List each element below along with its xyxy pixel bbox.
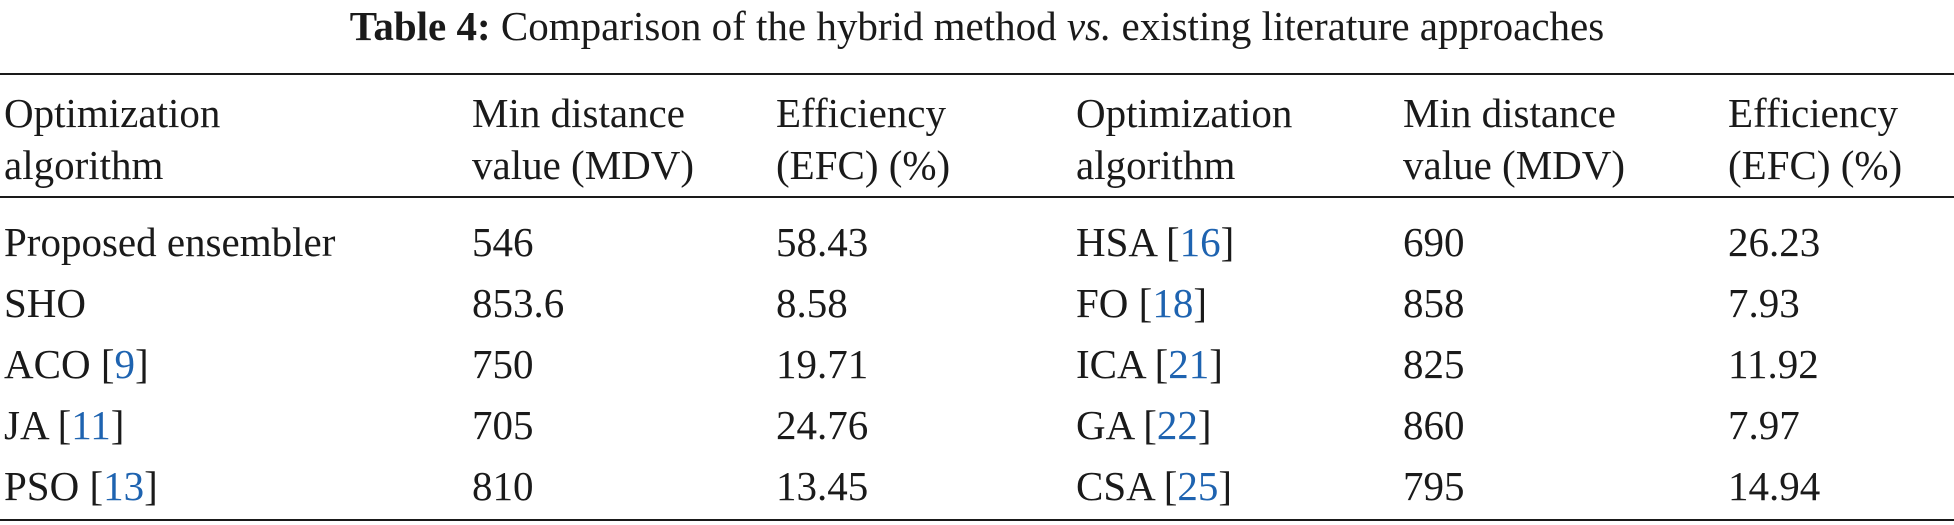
table-label: Table 4:: [349, 3, 491, 49]
efc-cell: 7.93: [1728, 280, 1800, 326]
header-algorithm-left-line2: algorithm: [4, 142, 164, 188]
algorithm-cell: FO [18]: [1076, 280, 1207, 326]
algorithm-cell: JA [11]: [4, 402, 125, 448]
citation-link[interactable]: 16: [1179, 219, 1221, 265]
efc-cell: 24.76: [776, 402, 869, 448]
citation-link[interactable]: 22: [1156, 402, 1198, 448]
header-mdv-left-line2: value (MDV): [472, 142, 695, 188]
mdv-cell: 546: [472, 219, 534, 265]
citation-link[interactable]: 13: [103, 463, 145, 509]
header-efc-right-line2: (EFC) (%): [1728, 142, 1903, 188]
caption-text-before: Comparison of the hybrid method: [500, 3, 1057, 49]
caption-italic: vs.: [1066, 3, 1112, 49]
citation-link[interactable]: 9: [114, 341, 135, 387]
header-mdv-right-line2: value (MDV): [1403, 142, 1626, 188]
header-mdv-left: Min distance: [472, 90, 685, 136]
algorithm-cell: HSA [16]: [1076, 219, 1235, 265]
algorithm-cell: ICA [21]: [1076, 341, 1223, 387]
algorithm-cell: CSA [25]: [1076, 463, 1233, 509]
table-caption: Table 4: Comparison of the hybrid method…: [0, 2, 1954, 50]
efc-cell: 26.23: [1728, 219, 1821, 265]
header-mdv-right: Min distance: [1403, 90, 1616, 136]
header-rule: [0, 196, 1954, 198]
citation-link[interactable]: 11: [71, 402, 111, 448]
header-algorithm-left: Optimization: [4, 90, 221, 136]
mdv-cell: 853.6: [472, 280, 565, 326]
caption-text-after: existing literature approaches: [1121, 3, 1605, 49]
top-rule: [0, 73, 1954, 75]
bottom-rule: [0, 519, 1954, 521]
algorithm-cell: PSO [13]: [4, 463, 158, 509]
mdv-cell: 795: [1403, 463, 1465, 509]
header-algorithm-right: Optimization: [1076, 90, 1293, 136]
algorithm-cell: ACO [9]: [4, 341, 149, 387]
mdv-cell: 690: [1403, 219, 1465, 265]
citation-link[interactable]: 25: [1177, 463, 1219, 509]
mdv-cell: 810: [472, 463, 534, 509]
header-efc-left: Efficiency: [776, 90, 946, 136]
efc-cell: 13.45: [776, 463, 869, 509]
efc-cell: 8.58: [776, 280, 848, 326]
mdv-cell: 858: [1403, 280, 1465, 326]
algorithm-cell: Proposed ensembler: [4, 219, 336, 265]
citation-link[interactable]: 21: [1168, 341, 1210, 387]
mdv-cell: 705: [472, 402, 534, 448]
efc-cell: 14.94: [1728, 463, 1821, 509]
mdv-cell: 860: [1403, 402, 1465, 448]
header-algorithm-right-line2: algorithm: [1076, 142, 1236, 188]
efc-cell: 58.43: [776, 219, 869, 265]
algorithm-cell: GA [22]: [1076, 402, 1212, 448]
citation-link[interactable]: 18: [1152, 280, 1194, 326]
header-efc-right: Efficiency: [1728, 90, 1898, 136]
efc-cell: 11.92: [1728, 341, 1819, 387]
mdv-cell: 750: [472, 341, 534, 387]
header-efc-left-line2: (EFC) (%): [776, 142, 951, 188]
algorithm-cell: SHO: [4, 280, 87, 326]
efc-cell: 19.71: [776, 341, 869, 387]
efc-cell: 7.97: [1728, 402, 1800, 448]
mdv-cell: 825: [1403, 341, 1465, 387]
